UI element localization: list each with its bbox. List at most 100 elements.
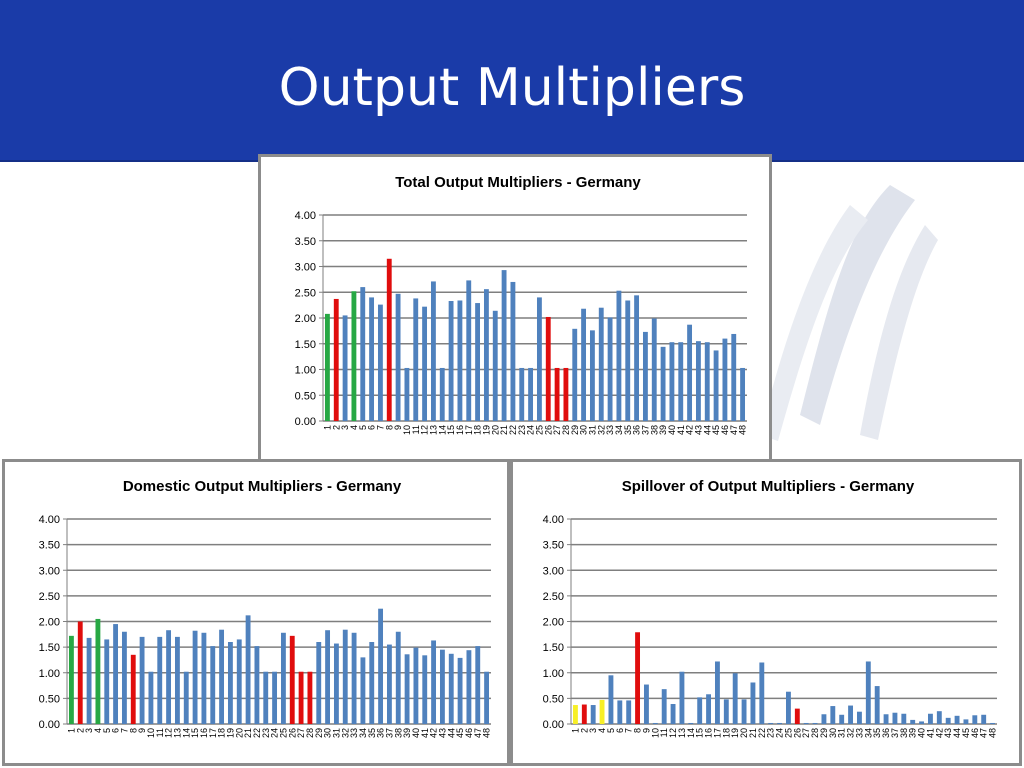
y-tick-label: 0.00 xyxy=(295,416,316,428)
bar-9 xyxy=(395,293,401,421)
x-tick-label: 34 xyxy=(614,425,624,435)
bar-23 xyxy=(519,367,525,421)
bar-41 xyxy=(927,713,933,724)
x-tick-label: 25 xyxy=(278,728,288,738)
bar-48 xyxy=(740,367,746,421)
x-tick-label: 27 xyxy=(296,728,306,738)
y-tick-label: 4.00 xyxy=(39,514,60,526)
y-tick-label: 0.00 xyxy=(543,719,564,731)
x-tick-label: 48 xyxy=(482,728,492,738)
bar-43 xyxy=(439,649,445,724)
bar-38 xyxy=(651,318,657,421)
y-tick-label: 1.00 xyxy=(39,668,60,680)
bar-10 xyxy=(148,671,154,724)
x-tick-label: 35 xyxy=(367,728,377,738)
x-tick-label: 12 xyxy=(164,728,174,738)
bar-46 xyxy=(466,650,472,724)
bar-37 xyxy=(642,331,648,421)
x-tick-label: 21 xyxy=(243,728,253,738)
bar-46 xyxy=(972,715,978,724)
x-tick-label: 32 xyxy=(340,728,350,738)
x-tick-label: 31 xyxy=(331,728,341,738)
bar-4 xyxy=(351,291,357,421)
x-tick-label: 38 xyxy=(649,425,659,435)
bar-20 xyxy=(741,699,747,724)
x-tick-label: 24 xyxy=(526,425,536,435)
bar-34 xyxy=(616,290,622,421)
y-tick-label: 2.00 xyxy=(543,617,564,629)
bar-39 xyxy=(910,719,916,724)
x-tick-label: 35 xyxy=(623,425,633,435)
x-tick-label: 8 xyxy=(128,728,138,733)
bar-3 xyxy=(342,315,348,421)
x-tick-label: 28 xyxy=(305,728,315,738)
x-tick-label: 44 xyxy=(952,728,962,738)
bar-39 xyxy=(660,346,666,421)
bar-48 xyxy=(484,671,490,724)
x-tick-label: 6 xyxy=(367,425,377,430)
bar-25 xyxy=(536,297,542,421)
x-tick-label: 16 xyxy=(455,425,465,435)
bar-38 xyxy=(395,631,401,724)
wing-watermark xyxy=(760,185,938,441)
bar-16 xyxy=(706,694,712,724)
x-tick-label: 38 xyxy=(899,728,909,738)
bar-28 xyxy=(563,367,569,421)
x-tick-label: 33 xyxy=(854,728,864,738)
bar-8 xyxy=(386,258,392,421)
x-tick-label: 25 xyxy=(783,728,793,738)
bar-30 xyxy=(581,308,587,421)
bar-43 xyxy=(945,717,951,724)
x-tick-label: 13 xyxy=(677,728,687,738)
bar-16 xyxy=(457,300,463,421)
x-tick-label: 31 xyxy=(837,728,847,738)
bar-21 xyxy=(245,615,251,724)
x-tick-label: 24 xyxy=(775,728,785,738)
x-tick-label: 18 xyxy=(217,728,227,738)
x-tick-label: 7 xyxy=(624,728,634,733)
bar-39 xyxy=(404,654,410,724)
bar-35 xyxy=(369,642,375,724)
bar-48 xyxy=(990,722,996,724)
x-tick-label: 2 xyxy=(75,728,85,733)
x-tick-label: 46 xyxy=(970,728,980,738)
y-tick-label: 2.00 xyxy=(39,617,60,629)
bar-23 xyxy=(768,722,774,724)
x-tick-label: 32 xyxy=(596,425,606,435)
bar-7 xyxy=(377,304,383,421)
bar-22 xyxy=(254,646,260,724)
bar-2 xyxy=(581,704,587,724)
bar-8 xyxy=(635,632,641,724)
x-tick-label: 5 xyxy=(102,728,112,733)
chart-title: Total Output Multipliers - Germany xyxy=(395,174,641,191)
bar-41 xyxy=(422,655,428,724)
x-tick-label: 34 xyxy=(358,728,368,738)
bar-1 xyxy=(68,635,74,724)
bar-11 xyxy=(157,636,163,724)
x-tick-label: 20 xyxy=(490,425,500,435)
x-tick-label: 13 xyxy=(428,425,438,435)
bar-34 xyxy=(360,657,366,724)
y-tick-label: 2.00 xyxy=(295,313,316,325)
spillover-output-multipliers-chart: Spillover of Output Multipliers - German… xyxy=(543,478,998,738)
x-tick-label: 36 xyxy=(376,728,386,738)
x-tick-label: 4 xyxy=(597,728,607,733)
bar-15 xyxy=(697,697,703,724)
x-tick-label: 27 xyxy=(801,728,811,738)
bar-19 xyxy=(483,289,489,421)
x-tick-label: 10 xyxy=(146,728,156,738)
x-tick-label: 43 xyxy=(437,728,447,738)
bar-6 xyxy=(113,624,119,724)
x-tick-label: 37 xyxy=(890,728,900,738)
y-tick-label: 2.50 xyxy=(39,591,60,603)
x-tick-label: 45 xyxy=(961,728,971,738)
y-tick-label: 3.50 xyxy=(295,236,316,248)
bar-5 xyxy=(360,287,366,421)
x-tick-label: 39 xyxy=(908,728,918,738)
bar-44 xyxy=(954,715,960,724)
x-tick-label: 13 xyxy=(172,728,182,738)
x-tick-label: 40 xyxy=(411,728,421,738)
x-tick-label: 30 xyxy=(828,728,838,738)
x-tick-label: 41 xyxy=(420,728,430,738)
y-tick-label: 3.50 xyxy=(39,540,60,552)
